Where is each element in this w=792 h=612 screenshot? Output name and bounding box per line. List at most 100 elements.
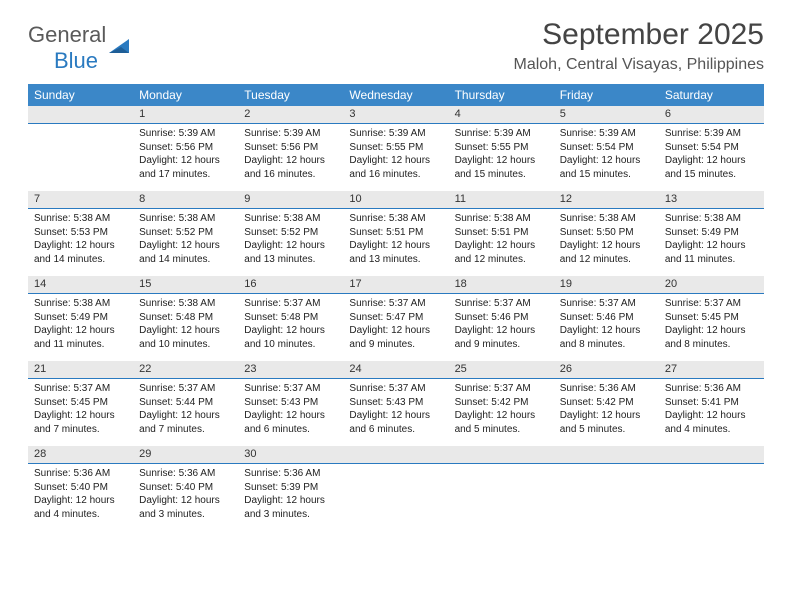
day-info: Sunrise: 5:39 AMSunset: 5:54 PMDaylight:… — [554, 124, 659, 185]
day-number: 28 — [28, 446, 133, 464]
day-number: 20 — [659, 276, 764, 294]
month-title: September 2025 — [514, 18, 765, 52]
calendar-week: 1Sunrise: 5:39 AMSunset: 5:56 PMDaylight… — [28, 106, 764, 185]
day-number: 25 — [449, 361, 554, 379]
day-info: Sunrise: 5:37 AMSunset: 5:45 PMDaylight:… — [659, 294, 764, 355]
logo-triangle-icon — [109, 37, 131, 60]
calendar-day: 15Sunrise: 5:38 AMSunset: 5:48 PMDayligh… — [133, 276, 238, 355]
day-info: Sunrise: 5:39 AMSunset: 5:56 PMDaylight:… — [133, 124, 238, 185]
day-number: 23 — [238, 361, 343, 379]
day-number: 29 — [133, 446, 238, 464]
day-number: 10 — [343, 191, 448, 209]
day-info: Sunrise: 5:36 AMSunset: 5:41 PMDaylight:… — [659, 379, 764, 440]
calendar-day: 29Sunrise: 5:36 AMSunset: 5:40 PMDayligh… — [133, 446, 238, 525]
calendar-day: 24Sunrise: 5:37 AMSunset: 5:43 PMDayligh… — [343, 361, 448, 440]
weekday-friday: Friday — [554, 84, 659, 106]
calendar-day: 9Sunrise: 5:38 AMSunset: 5:52 PMDaylight… — [238, 191, 343, 270]
day-number: 5 — [554, 106, 659, 124]
weekday-saturday: Saturday — [659, 84, 764, 106]
day-number — [449, 446, 554, 464]
calendar-day-empty — [449, 446, 554, 525]
calendar-day: 21Sunrise: 5:37 AMSunset: 5:45 PMDayligh… — [28, 361, 133, 440]
calendar-day: 16Sunrise: 5:37 AMSunset: 5:48 PMDayligh… — [238, 276, 343, 355]
day-info: Sunrise: 5:37 AMSunset: 5:42 PMDaylight:… — [449, 379, 554, 440]
calendar-day: 4Sunrise: 5:39 AMSunset: 5:55 PMDaylight… — [449, 106, 554, 185]
day-number: 1 — [133, 106, 238, 124]
day-number: 30 — [238, 446, 343, 464]
calendar-day: 22Sunrise: 5:37 AMSunset: 5:44 PMDayligh… — [133, 361, 238, 440]
day-info: Sunrise: 5:38 AMSunset: 5:48 PMDaylight:… — [133, 294, 238, 355]
day-info: Sunrise: 5:39 AMSunset: 5:56 PMDaylight:… — [238, 124, 343, 185]
calendar-day-empty — [28, 106, 133, 185]
calendar-day-empty — [554, 446, 659, 525]
day-info: Sunrise: 5:37 AMSunset: 5:45 PMDaylight:… — [28, 379, 133, 440]
day-info: Sunrise: 5:38 AMSunset: 5:52 PMDaylight:… — [133, 209, 238, 270]
day-info: Sunrise: 5:39 AMSunset: 5:54 PMDaylight:… — [659, 124, 764, 185]
day-info — [554, 464, 659, 471]
calendar-day: 12Sunrise: 5:38 AMSunset: 5:50 PMDayligh… — [554, 191, 659, 270]
calendar-day: 11Sunrise: 5:38 AMSunset: 5:51 PMDayligh… — [449, 191, 554, 270]
day-number: 17 — [343, 276, 448, 294]
calendar-body: 1Sunrise: 5:39 AMSunset: 5:56 PMDaylight… — [28, 106, 764, 525]
calendar-day: 25Sunrise: 5:37 AMSunset: 5:42 PMDayligh… — [449, 361, 554, 440]
day-info: Sunrise: 5:38 AMSunset: 5:50 PMDaylight:… — [554, 209, 659, 270]
day-info: Sunrise: 5:37 AMSunset: 5:47 PMDaylight:… — [343, 294, 448, 355]
day-number: 16 — [238, 276, 343, 294]
calendar-day: 2Sunrise: 5:39 AMSunset: 5:56 PMDaylight… — [238, 106, 343, 185]
day-number: 7 — [28, 191, 133, 209]
calendar-day: 18Sunrise: 5:37 AMSunset: 5:46 PMDayligh… — [449, 276, 554, 355]
day-info: Sunrise: 5:37 AMSunset: 5:43 PMDaylight:… — [343, 379, 448, 440]
day-info — [343, 464, 448, 471]
day-number: 9 — [238, 191, 343, 209]
calendar-day-empty — [659, 446, 764, 525]
day-number: 4 — [449, 106, 554, 124]
location: Maloh, Central Visayas, Philippines — [514, 56, 765, 74]
calendar-day: 10Sunrise: 5:38 AMSunset: 5:51 PMDayligh… — [343, 191, 448, 270]
day-info: Sunrise: 5:36 AMSunset: 5:39 PMDaylight:… — [238, 464, 343, 525]
calendar-week: 28Sunrise: 5:36 AMSunset: 5:40 PMDayligh… — [28, 446, 764, 525]
day-number: 8 — [133, 191, 238, 209]
day-info — [659, 464, 764, 471]
day-info: Sunrise: 5:38 AMSunset: 5:49 PMDaylight:… — [659, 209, 764, 270]
day-info — [28, 124, 133, 131]
day-info: Sunrise: 5:36 AMSunset: 5:40 PMDaylight:… — [28, 464, 133, 525]
day-info: Sunrise: 5:37 AMSunset: 5:43 PMDaylight:… — [238, 379, 343, 440]
calendar-day: 8Sunrise: 5:38 AMSunset: 5:52 PMDaylight… — [133, 191, 238, 270]
calendar-day: 19Sunrise: 5:37 AMSunset: 5:46 PMDayligh… — [554, 276, 659, 355]
day-info: Sunrise: 5:38 AMSunset: 5:53 PMDaylight:… — [28, 209, 133, 270]
day-number: 18 — [449, 276, 554, 294]
day-number: 19 — [554, 276, 659, 294]
day-number: 11 — [449, 191, 554, 209]
day-info: Sunrise: 5:37 AMSunset: 5:44 PMDaylight:… — [133, 379, 238, 440]
day-number: 12 — [554, 191, 659, 209]
calendar-day: 5Sunrise: 5:39 AMSunset: 5:54 PMDaylight… — [554, 106, 659, 185]
day-number: 15 — [133, 276, 238, 294]
weekday-wednesday: Wednesday — [343, 84, 448, 106]
day-info: Sunrise: 5:39 AMSunset: 5:55 PMDaylight:… — [449, 124, 554, 185]
calendar-day: 30Sunrise: 5:36 AMSunset: 5:39 PMDayligh… — [238, 446, 343, 525]
calendar-day: 23Sunrise: 5:37 AMSunset: 5:43 PMDayligh… — [238, 361, 343, 440]
weekday-thursday: Thursday — [449, 84, 554, 106]
calendar-day: 6Sunrise: 5:39 AMSunset: 5:54 PMDaylight… — [659, 106, 764, 185]
day-info: Sunrise: 5:37 AMSunset: 5:48 PMDaylight:… — [238, 294, 343, 355]
day-info: Sunrise: 5:37 AMSunset: 5:46 PMDaylight:… — [449, 294, 554, 355]
day-number: 26 — [554, 361, 659, 379]
day-number: 6 — [659, 106, 764, 124]
calendar-day: 1Sunrise: 5:39 AMSunset: 5:56 PMDaylight… — [133, 106, 238, 185]
calendar-week: 21Sunrise: 5:37 AMSunset: 5:45 PMDayligh… — [28, 361, 764, 440]
logo-word-2: Blue — [54, 48, 98, 73]
weekday-monday: Monday — [133, 84, 238, 106]
day-info: Sunrise: 5:38 AMSunset: 5:51 PMDaylight:… — [449, 209, 554, 270]
calendar-day: 27Sunrise: 5:36 AMSunset: 5:41 PMDayligh… — [659, 361, 764, 440]
calendar-weekday-header: Sunday Monday Tuesday Wednesday Thursday… — [28, 84, 764, 106]
calendar-day: 14Sunrise: 5:38 AMSunset: 5:49 PMDayligh… — [28, 276, 133, 355]
day-info: Sunrise: 5:38 AMSunset: 5:51 PMDaylight:… — [343, 209, 448, 270]
day-info — [449, 464, 554, 471]
day-number: 21 — [28, 361, 133, 379]
calendar-day: 26Sunrise: 5:36 AMSunset: 5:42 PMDayligh… — [554, 361, 659, 440]
weekday-sunday: Sunday — [28, 84, 133, 106]
logo-word-1: General — [28, 22, 106, 47]
calendar-week: 7Sunrise: 5:38 AMSunset: 5:53 PMDaylight… — [28, 191, 764, 270]
header: General Blue September 2025 Maloh, Centr… — [28, 18, 764, 74]
day-info: Sunrise: 5:36 AMSunset: 5:40 PMDaylight:… — [133, 464, 238, 525]
